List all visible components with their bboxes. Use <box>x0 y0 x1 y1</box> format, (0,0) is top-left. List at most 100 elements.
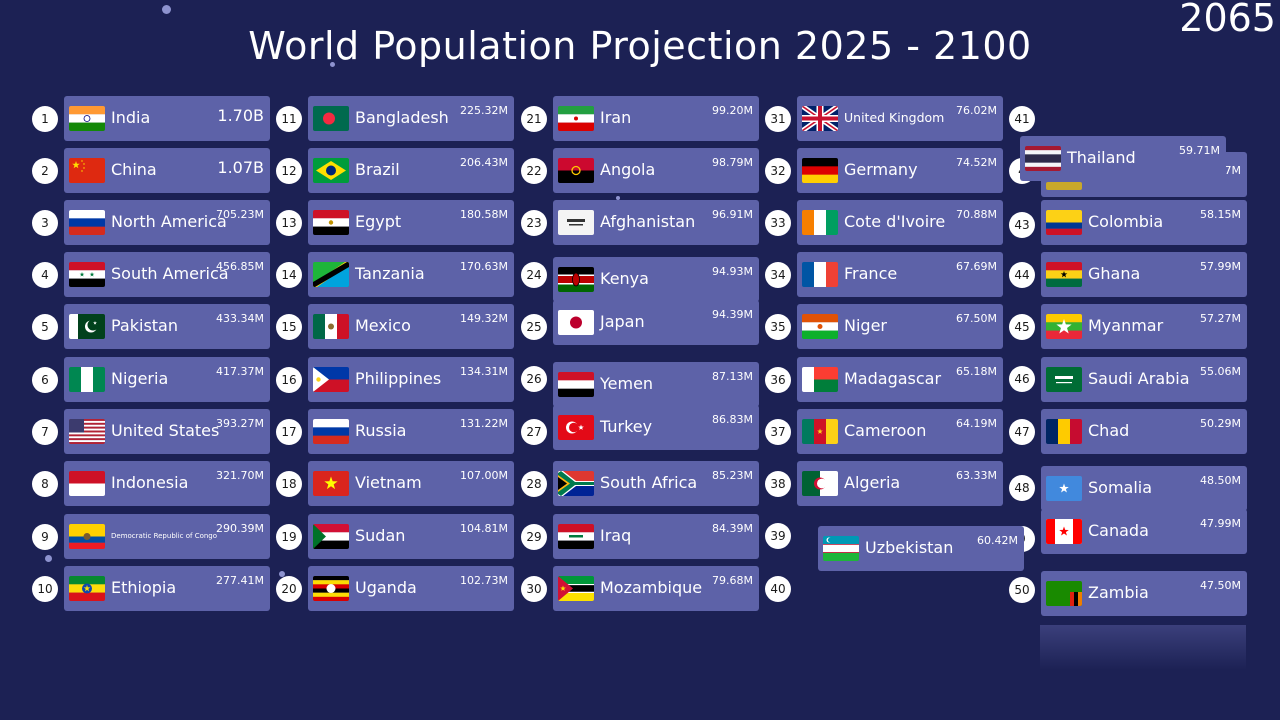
rank-badge: 21 <box>521 106 547 132</box>
country-name: Afghanistan <box>600 212 696 231</box>
country-card-niger: Niger 67.50M <box>797 304 1003 349</box>
country-population-value: 107.00M <box>460 469 508 482</box>
rank-badge: 47 <box>1009 419 1035 445</box>
country-card-south-america: South America 456.85M <box>64 252 270 297</box>
decorative-dot <box>279 571 285 577</box>
rank-badge: 46 <box>1009 366 1035 392</box>
country-card-iran: Iran 99.20M <box>553 96 759 141</box>
country-name: United Kingdom <box>844 110 945 125</box>
country-card-ghana: Ghana 57.99M <box>1041 252 1247 297</box>
country-population-value: 417.37M <box>216 365 264 378</box>
country-card-angola: Angola 98.79M <box>553 148 759 193</box>
country-card-zambia: Zambia 47.50M <box>1041 571 1247 616</box>
somalia-flag-icon <box>1046 476 1082 501</box>
country-name: Philippines <box>355 369 442 388</box>
usa-flag-icon <box>69 419 105 444</box>
country-population-value: 67.50M <box>956 312 997 325</box>
chad-flag-icon <box>1046 419 1082 444</box>
rank-badge: 17 <box>276 419 302 445</box>
country-name: Kenya <box>600 269 649 288</box>
decorative-dot <box>162 5 171 14</box>
country-card-colombia: Colombia 58.15M <box>1041 200 1247 245</box>
rank-badge: 25 <box>521 314 547 340</box>
mozambique-flag-icon <box>558 576 594 601</box>
russia-flag-icon <box>69 210 105 235</box>
country-population-value: 180.58M <box>460 208 508 221</box>
rank-badge: 34 <box>765 262 791 288</box>
chart-title: World Population Projection 2025 - 2100 <box>248 24 1032 68</box>
country-name: Cote d'Ivoire <box>844 212 946 231</box>
rank-badge: 39 <box>765 523 791 549</box>
country-population-value: 57.27M <box>1200 312 1241 325</box>
country-population-value: 131.22M <box>460 417 508 430</box>
france-flag-icon <box>802 262 838 287</box>
country-card-mozambique: Mozambique 79.68M <box>553 566 759 611</box>
myanmar-flag-icon <box>1046 314 1082 339</box>
rank-badge: 20 <box>276 576 302 602</box>
country-name: North America <box>111 212 227 231</box>
mexico-flag-icon <box>313 314 349 339</box>
country-population-value: 206.43M <box>460 156 508 169</box>
rank-badge: 29 <box>521 524 547 550</box>
country-name: Nigeria <box>111 369 169 388</box>
country-name: Ghana <box>1088 264 1141 283</box>
country-population-value: 277.41M <box>216 574 264 587</box>
japan-flag-icon <box>558 310 594 335</box>
country-population-value: 96.91M <box>712 208 753 221</box>
country-name: Russia <box>355 421 407 440</box>
country-card-japan: Japan 94.39M <box>553 300 759 345</box>
country-name: Madagascar <box>844 369 942 388</box>
country-card-tanzania: Tanzania 170.63M <box>308 252 514 297</box>
country-population-value: 321.70M <box>216 469 264 482</box>
country-population-value: 1.07B <box>217 158 264 177</box>
rank-badge: 43 <box>1009 212 1035 238</box>
philippines-flag-icon <box>313 367 349 392</box>
country-name: Turkey <box>600 417 653 436</box>
rank-badge: 11 <box>276 106 302 132</box>
country-population-value: 102.73M <box>460 574 508 587</box>
rank-badge: 5 <box>32 314 58 340</box>
rank-badge: 31 <box>765 106 791 132</box>
country-card-somalia: Somalia 48.50M <box>1041 466 1247 511</box>
country-card-russia: Russia 131.22M <box>308 409 514 454</box>
rank-badge: 14 <box>276 262 302 288</box>
country-card-philippines: Philippines 134.31M <box>308 357 514 402</box>
country-card-united-states: United States 393.27M <box>64 409 270 454</box>
rank-badge: 8 <box>32 471 58 497</box>
colombia-flag-icon <box>1046 210 1082 235</box>
rank-badge: 33 <box>765 210 791 236</box>
country-name: Zambia <box>1088 583 1149 602</box>
country-card-chad: Chad 50.29M <box>1041 409 1247 454</box>
country-name: Cameroon <box>844 421 927 440</box>
canada-flag-icon <box>1046 519 1082 544</box>
country-name: Canada <box>1088 521 1149 540</box>
germany-flag-icon <box>802 158 838 183</box>
rank-badge: 9 <box>32 524 58 550</box>
rank-badge: 22 <box>521 158 547 184</box>
country-name: China <box>111 160 157 179</box>
country-card-myanmar: Myanmar 57.27M <box>1041 304 1247 349</box>
country-card-thailand: Thailand 59.71M <box>1020 136 1226 181</box>
country-name: Niger <box>844 316 887 335</box>
country-card-yemen: Yemen 87.13M <box>553 362 759 407</box>
country-name: Chad <box>1088 421 1130 440</box>
country-name: Uzbekistan <box>865 538 954 557</box>
country-card-egypt: Egypt 180.58M <box>308 200 514 245</box>
country-name: Uganda <box>355 578 417 597</box>
rank-badge: 4 <box>32 262 58 288</box>
country-population-value: 59.71M <box>1179 144 1220 157</box>
rank-badge: 16 <box>276 367 302 393</box>
faded-card <box>1040 625 1246 670</box>
country-population-value: 94.39M <box>712 308 753 321</box>
country-population-value: 64.19M <box>956 417 997 430</box>
year-counter: 2065 <box>1179 0 1276 40</box>
country-population-value: 99.20M <box>712 104 753 117</box>
rank-badge: 38 <box>765 471 791 497</box>
country-population-value: 47.50M <box>1200 579 1241 592</box>
southafrica-flag-icon <box>558 471 594 496</box>
country-card-china: China 1.07B <box>64 148 270 193</box>
partial-value: 7M <box>1224 164 1242 177</box>
country-name: Brazil <box>355 160 400 179</box>
rank-badge: 18 <box>276 471 302 497</box>
country-population-value: 290.39M <box>216 522 264 535</box>
